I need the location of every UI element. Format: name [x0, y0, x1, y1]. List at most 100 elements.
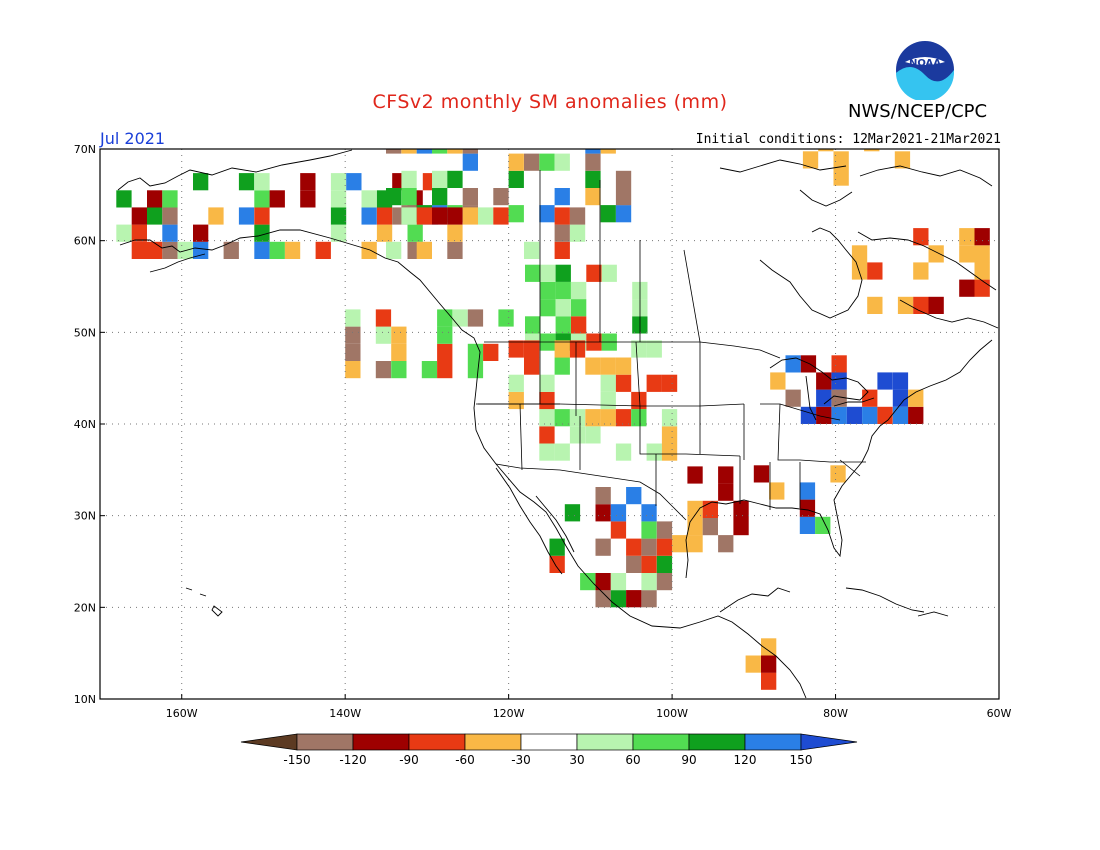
anomaly-cell — [345, 343, 361, 361]
anomaly-cell — [846, 406, 863, 424]
anomaly-cell — [585, 149, 601, 154]
colorbar-segment — [576, 733, 634, 751]
anomaly-cell — [585, 426, 601, 444]
anomaly-cell — [831, 355, 847, 373]
anomaly-cell — [346, 173, 362, 191]
anomaly-cell — [626, 487, 642, 505]
colorbar-tick-label: -90 — [399, 753, 419, 767]
anomaly-cell — [892, 406, 909, 424]
anomaly-cell — [462, 188, 478, 206]
anomaly-cell — [467, 343, 484, 361]
colorbar-segment — [688, 733, 746, 751]
anomaly-cell — [269, 241, 285, 259]
anomaly-cell — [116, 224, 132, 242]
colorbar: -150 -120 -90 -60 -30 30 60 90 120 150 — [240, 733, 858, 767]
anomaly-cell — [610, 504, 627, 522]
anomaly-cell — [462, 149, 478, 154]
lat-tick-label: 60N — [74, 235, 96, 248]
anomaly-cell — [595, 573, 611, 591]
anomaly-cell — [345, 326, 361, 344]
anomaly-cell — [615, 188, 632, 206]
anomaly-cell — [386, 188, 402, 206]
anomaly-cell — [452, 309, 468, 327]
anomaly-cell — [959, 245, 975, 263]
anomaly-cell — [830, 465, 846, 483]
anomaly-cell — [539, 153, 555, 171]
anomaly-cell — [586, 264, 602, 282]
anomaly-cell — [508, 391, 524, 410]
anomaly-cell — [833, 168, 849, 186]
lat-tick-label: 70N — [74, 143, 96, 156]
anomaly-cell — [345, 361, 361, 379]
anomaly-cell — [626, 538, 642, 556]
anomaly-cell — [580, 573, 596, 591]
colorbar-segment — [352, 733, 410, 751]
anomaly-cell — [569, 426, 586, 444]
anomaly-cell — [761, 638, 777, 656]
anomaly-cell — [761, 655, 777, 673]
colorbar-tick-label: 30 — [569, 753, 584, 767]
anomaly-cell — [238, 173, 255, 191]
anomaly-cell — [831, 372, 847, 390]
anomaly-cell — [447, 170, 463, 188]
anomaly-cell — [641, 538, 657, 556]
anomaly-cell — [864, 149, 880, 152]
anomaly-cell — [508, 205, 524, 223]
anomaly-cell — [626, 555, 642, 573]
anomaly-cell — [376, 224, 393, 242]
lon-tick-label: 60W — [987, 707, 1012, 720]
colorbar-segment — [408, 733, 466, 751]
anomaly-cell — [162, 224, 178, 242]
anomaly-cell — [416, 241, 432, 259]
colorbar-tick-label: -150 — [283, 753, 310, 767]
anomaly-cell — [401, 207, 417, 225]
anomaly-cell — [208, 207, 224, 225]
anomaly-cell — [525, 264, 541, 282]
anomaly-cell — [555, 316, 571, 334]
anomaly-cell — [733, 518, 749, 536]
anomaly-cell — [661, 374, 678, 392]
anomaly-cell — [238, 207, 255, 225]
anomaly-cell — [330, 173, 347, 191]
anomaly-cell — [254, 224, 270, 242]
anomaly-cell — [687, 518, 703, 536]
noaa-logo: NOAA — [896, 41, 955, 100]
anomaly-cell — [483, 343, 499, 361]
anomaly-cell — [600, 391, 616, 410]
anomaly-cell — [554, 207, 570, 225]
colorbar-tick-label: 150 — [790, 753, 813, 767]
anomaly-cell — [147, 190, 163, 208]
anomaly-cell — [802, 151, 819, 169]
anomaly-cell — [478, 207, 494, 225]
anomaly-cell — [867, 262, 883, 280]
anomaly-cell — [646, 374, 662, 392]
anomaly-cell — [432, 149, 448, 154]
anomaly-cell — [656, 538, 673, 556]
anomaly-cell — [600, 357, 616, 375]
lon-tick-label: 120W — [493, 707, 525, 720]
anomaly-cell — [656, 555, 673, 573]
anomaly-cell — [595, 590, 611, 608]
anomaly-cell — [375, 309, 392, 327]
anomaly-cell — [375, 361, 392, 379]
anomaly-cell — [437, 361, 453, 379]
anomaly-cell — [407, 224, 423, 242]
anomaly-cell — [539, 443, 555, 461]
anomaly-cell — [432, 188, 448, 206]
anomaly-cell — [361, 241, 377, 259]
anomaly-cell — [661, 426, 678, 444]
anomaly-cell — [330, 190, 347, 208]
anomaly-cell — [571, 316, 587, 334]
anomaly-cell — [718, 466, 734, 484]
colorbar-low-arrow — [240, 733, 298, 751]
anomaly-cell — [600, 205, 616, 223]
anomaly-cell — [571, 281, 587, 300]
anomaly-cell — [361, 190, 377, 208]
anomaly-cell — [800, 355, 817, 373]
lon-tick-label: 160W — [166, 707, 198, 720]
anomaly-cell — [585, 153, 601, 171]
anomaly-cell — [508, 170, 524, 188]
anomaly-cell — [162, 207, 178, 225]
anomaly-cell — [554, 153, 570, 171]
